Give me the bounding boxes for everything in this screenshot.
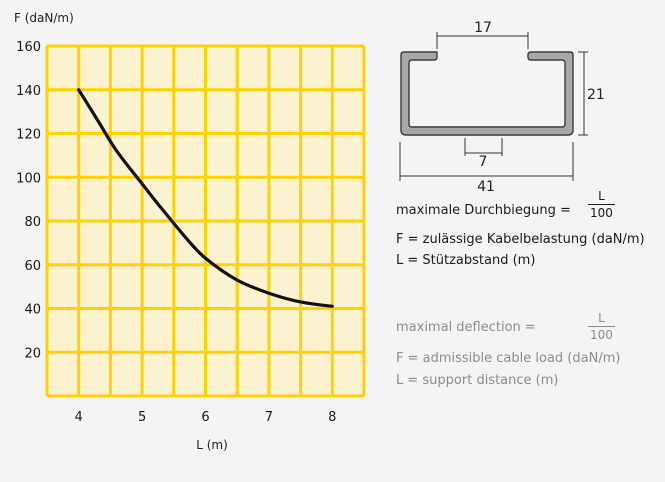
x-tick-label: 5 [138, 410, 146, 425]
y-tick-labels: 20 40 60 80 100 120 140 160 [16, 40, 41, 361]
german-load-definition: F = zulässige Kabelbelastung (daN/m) [396, 232, 645, 247]
english-fraction-numerator: L [598, 311, 605, 325]
y-tick-label: 40 [24, 303, 41, 318]
channel-profile-drawing: 17 21 7 41 [399, 20, 605, 195]
english-deflection-label: maximal deflection = [396, 320, 536, 335]
dimension-height: 21 [587, 87, 605, 103]
x-tick-label: 4 [75, 410, 83, 425]
english-deflection-fraction: L 100 [588, 311, 615, 342]
dimension-width: 41 [477, 179, 495, 195]
y-axis-label: F (daN/m) [14, 11, 74, 25]
english-distance-definition: L = support distance (m) [396, 373, 559, 388]
german-deflection-fraction: L 100 [588, 189, 615, 220]
x-tick-labels: 4 5 6 7 8 [75, 410, 337, 425]
english-fraction-denominator: 100 [588, 326, 615, 342]
channel-profile-shape [400, 51, 574, 136]
chart-grid [45, 44, 366, 398]
x-tick-label: 7 [265, 410, 273, 425]
german-deflection-label: maximale Durchbiegung = [396, 203, 571, 218]
y-tick-label: 100 [16, 171, 41, 186]
dimension-top: 17 [474, 20, 492, 36]
x-axis-label: L (m) [196, 438, 228, 452]
english-load-definition: F = admissible cable load (daN/m) [396, 351, 621, 366]
y-tick-label: 160 [16, 40, 41, 55]
load-curve [77, 88, 334, 308]
y-tick-label: 20 [24, 346, 41, 361]
x-tick-label: 8 [328, 410, 336, 425]
y-tick-label: 80 [24, 215, 41, 230]
dimension-slot: 7 [479, 154, 488, 170]
x-tick-label: 6 [201, 410, 209, 425]
german-fraction-denominator: 100 [588, 204, 615, 220]
german-fraction-numerator: L [598, 189, 605, 203]
y-tick-label: 120 [16, 128, 41, 143]
y-tick-label: 60 [24, 259, 41, 274]
y-tick-label: 140 [16, 84, 41, 99]
german-distance-definition: L = Stützabstand (m) [396, 253, 536, 268]
